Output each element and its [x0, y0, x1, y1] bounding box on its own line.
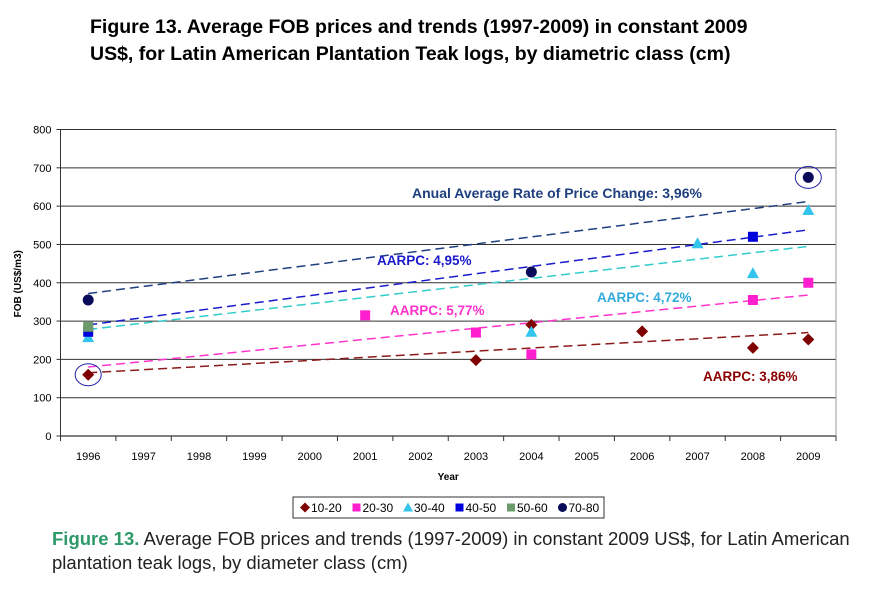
trend-annotation: AARPC: 4,72% [597, 290, 692, 305]
y-tick-label: 700 [33, 163, 51, 175]
y-tick-label: 800 [33, 125, 51, 137]
legend [292, 496, 605, 519]
caption-label: Figure 13. [52, 528, 140, 549]
data-point-50-60 [83, 321, 94, 332]
legend-label-20-30: 20-30 [363, 501, 394, 515]
data-point-30-40 [746, 267, 759, 279]
scatter-chart: 0 100 200 300 400 500 600 700 800 1996 1997 1998 199… [13, 125, 837, 519]
x-tick-label: 2008 [741, 451, 765, 463]
x-tick-label: 2000 [298, 451, 322, 463]
legend-marker-70-80 [558, 503, 567, 512]
data-point-10-20 [525, 318, 538, 331]
y-tick-label: 300 [33, 316, 51, 328]
data-point-70-80 [525, 266, 537, 278]
data-point-10-20 [746, 341, 759, 354]
x-tick-label: 1998 [187, 451, 211, 463]
data-point-30-40 [525, 325, 538, 337]
data-point-70-80 [82, 294, 94, 306]
x-tick-label: 2002 [408, 451, 432, 463]
x-tick-label: 1996 [76, 451, 100, 463]
data-point-20-30 [470, 327, 481, 338]
data-point-10-20 [802, 333, 815, 346]
trendline-30-40 [88, 245, 809, 331]
data-point-20-30 [360, 310, 371, 321]
legend-label-40-50: 40-50 [466, 501, 497, 515]
trendline-10-20 [88, 331, 809, 374]
legend-marker-40-50 [455, 503, 464, 512]
trendline-40-50 [88, 229, 809, 326]
trend-annotation: AARPC: 5,77% [390, 303, 485, 318]
y-tick-label: 200 [33, 354, 51, 366]
legend-label-10-20: 10-20 [311, 501, 342, 515]
figure-caption: Figure 13. Average FOB prices and trends… [52, 527, 892, 575]
legend-label-50-60: 50-60 [517, 501, 548, 515]
figure-title: Figure 13. Average FOB prices and trends… [90, 16, 748, 65]
x-tick-label: 1999 [242, 451, 266, 463]
caption-text: Average FOB prices and trends (1997-2009… [52, 528, 850, 573]
data-point-40-50 [747, 231, 758, 242]
y-tick-label: 500 [33, 239, 51, 251]
data-point-10-20 [636, 325, 649, 338]
data-point-20-30 [747, 294, 758, 305]
y-tick-label: 600 [33, 201, 51, 213]
x-tick-label: 2001 [353, 451, 377, 463]
data-point-70-80 [802, 171, 814, 183]
x-tick-label: 1997 [131, 451, 155, 463]
legend-marker-30-40 [403, 502, 413, 512]
trend-annotation: AARPC: 4,95% [377, 253, 472, 268]
legend-label-70-80: 70-80 [569, 501, 600, 515]
x-tick-label: 2004 [519, 451, 543, 463]
x-tick-label: 2003 [464, 451, 488, 463]
data-point-30-40 [691, 237, 704, 249]
x-tick-label: 2007 [685, 451, 709, 463]
data-point-10-20 [82, 368, 95, 381]
highlight-circle [74, 363, 102, 387]
data-point-30-40 [802, 203, 815, 215]
y-tick-label: 0 [45, 431, 51, 443]
data-point-20-30 [526, 349, 537, 360]
trendline-70-80 [88, 200, 809, 295]
data-point-10-20 [469, 354, 482, 367]
legend-marker-20-30 [352, 503, 361, 512]
y-axis-label: FOB (US$/m3) [13, 250, 24, 317]
data-point-20-30 [803, 277, 814, 288]
x-tick-label: 2006 [630, 451, 654, 463]
legend-marker-50-60 [507, 503, 515, 512]
highlight-circle [794, 165, 822, 189]
trendline-20-30 [88, 294, 809, 368]
trend-annotation: Anual Average Rate of Price Change: 3,96… [412, 185, 702, 201]
x-tick-label: 2005 [574, 451, 598, 463]
y-tick-label: 400 [33, 278, 51, 290]
x-tick-label: 2009 [796, 451, 820, 463]
y-tick-label: 100 [33, 393, 51, 405]
x-axis-label: Year [438, 472, 459, 483]
legend-marker-10-20 [300, 502, 310, 513]
trend-annotation: AARPC: 3,86% [703, 369, 798, 384]
legend-label-30-40: 30-40 [414, 501, 445, 515]
